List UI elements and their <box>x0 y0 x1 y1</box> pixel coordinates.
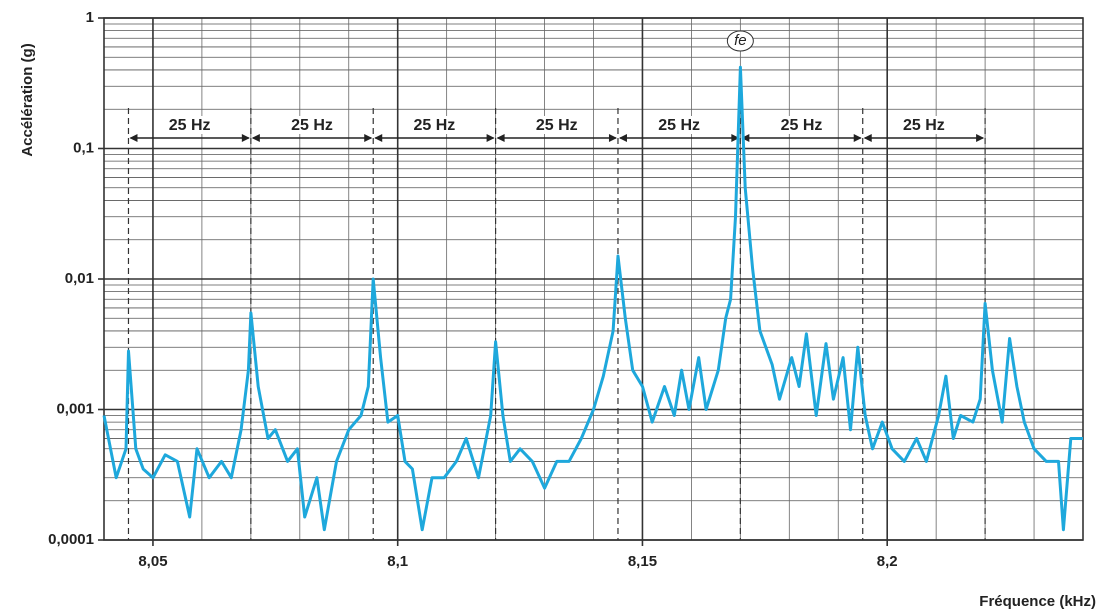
annotation: 25 Hz <box>781 117 823 134</box>
y-tick-label: 1 <box>86 9 94 26</box>
y-tick-label: 0,001 <box>56 400 94 417</box>
annotation-bg <box>155 116 224 134</box>
annotation: 25 Hz <box>291 117 333 134</box>
annotation-bg <box>522 116 591 134</box>
annotation: 25 Hz <box>414 117 456 134</box>
annotation-bg <box>767 116 836 134</box>
peak-label-bg <box>726 30 754 52</box>
annotation-bg <box>400 116 469 134</box>
annotation-bg <box>645 116 714 134</box>
annotation: 25 Hz <box>658 117 700 134</box>
annotation: 25 Hz <box>169 117 211 134</box>
x-tick-label: 8,2 <box>877 553 898 570</box>
y-axis-label: Accélération (g) <box>19 43 36 156</box>
x-tick-label: 8,15 <box>628 553 657 570</box>
annotation-bg <box>278 116 347 134</box>
plot-frame <box>103 17 1084 541</box>
annotation: 25 Hz <box>903 117 945 134</box>
peak-label: fe <box>734 32 747 49</box>
x-tick-label: 8,05 <box>138 553 167 570</box>
x-axis-label: Fréquence (kHz) <box>979 593 1096 610</box>
annotation-bg <box>889 116 958 134</box>
annotation: 25 Hz <box>536 117 578 134</box>
y-tick-label: 0,0001 <box>48 531 94 548</box>
x-tick-label: 8,1 <box>387 553 408 570</box>
y-tick-label: 0,01 <box>65 270 94 287</box>
spectrum-line <box>102 65 1083 532</box>
y-tick-label: 0,1 <box>73 139 94 156</box>
